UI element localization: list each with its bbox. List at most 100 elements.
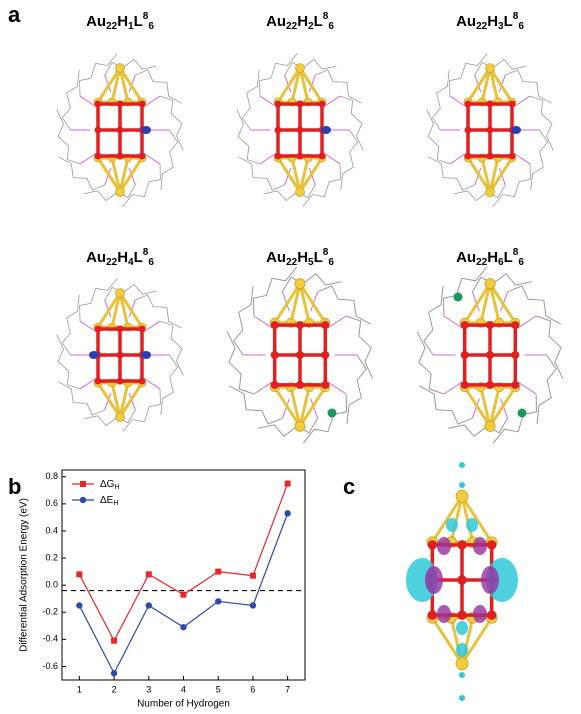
- title-part: H: [297, 13, 308, 30]
- density-lobe: [459, 672, 465, 678]
- structure-title: Au22H2L86: [266, 11, 334, 32]
- core-atom: [427, 610, 438, 620]
- structure-title: Au22H3L86: [456, 11, 524, 32]
- core-atom: [295, 350, 305, 360]
- cluster-structure: [226, 266, 374, 444]
- au-bond: [96, 67, 122, 103]
- x-tick-label: 4: [181, 684, 186, 694]
- y-tick-label: 0.2: [45, 552, 58, 562]
- ligand-bond: [500, 291, 509, 312]
- core-atom: [296, 126, 304, 134]
- core-atom: [457, 575, 467, 585]
- ligand-bond: [104, 167, 112, 186]
- y-tick-label: 0.0: [45, 580, 58, 590]
- au-bond: [479, 386, 492, 427]
- au-bond: [96, 157, 122, 193]
- structure-title: Au22H1L86: [86, 11, 154, 32]
- ligand-bond: [79, 153, 97, 165]
- title-part: 2: [308, 21, 314, 32]
- title-part: 8: [323, 247, 329, 258]
- ligand-bond: [513, 95, 531, 107]
- ligand-bond: [310, 291, 319, 312]
- ligand: [339, 95, 364, 151]
- ligand: [302, 163, 341, 207]
- ligand: [104, 58, 157, 76]
- title-part: 5: [308, 257, 314, 268]
- title-part: H: [487, 13, 498, 30]
- title-part: 6: [328, 21, 334, 32]
- h-site: [141, 351, 151, 359]
- ligand-bond: [517, 381, 537, 395]
- au-bond: [488, 282, 517, 324]
- ligand: [428, 156, 475, 191]
- h-site: [327, 408, 337, 418]
- ligand: [233, 285, 254, 356]
- structure-title: Au22H6L86: [456, 247, 524, 268]
- title-part: Au: [456, 249, 476, 266]
- title-part: 1: [128, 21, 134, 32]
- data-point: [111, 637, 118, 644]
- ligand-bond: [498, 167, 506, 186]
- data-point: [76, 602, 83, 609]
- ligand-bond: [128, 392, 136, 411]
- au-atom: [295, 63, 305, 73]
- core-atom: [94, 100, 102, 108]
- data-point: [284, 510, 291, 517]
- au-bond: [290, 67, 302, 103]
- core-atom: [138, 377, 146, 385]
- au-bond: [431, 616, 464, 665]
- ligand: [507, 285, 562, 325]
- core-atom: [427, 540, 438, 550]
- ligand-bond: [79, 95, 97, 107]
- ligand: [104, 283, 157, 301]
- title-part: 22: [106, 21, 118, 32]
- ligand: [135, 69, 182, 104]
- ligand-bond: [253, 381, 273, 395]
- title-part: L: [134, 249, 143, 266]
- au-bond: [488, 283, 501, 324]
- ligand-bond: [128, 299, 136, 318]
- panel-label: a: [8, 2, 21, 27]
- core-atom: [486, 100, 494, 108]
- title-part: 22: [286, 257, 298, 268]
- ligand-bond: [104, 74, 112, 93]
- ligand: [226, 331, 255, 395]
- title-part: L: [314, 249, 323, 266]
- ligand: [474, 58, 527, 76]
- title-part: H: [297, 249, 308, 266]
- data-point: [180, 623, 187, 631]
- title-part: Au: [86, 249, 106, 266]
- au-bond: [298, 386, 311, 427]
- title-part: 6: [498, 257, 504, 268]
- ligand-bond: [323, 153, 341, 165]
- y-tick-label: 0.4: [45, 525, 58, 535]
- density-lobe: [446, 518, 458, 532]
- ligand: [346, 354, 367, 425]
- ligand-bond: [308, 167, 316, 186]
- title-part: Au: [86, 13, 106, 30]
- ligand-bond: [281, 398, 290, 419]
- ligand-bond: [284, 167, 292, 186]
- ligand: [263, 184, 316, 202]
- ligand-bond: [143, 378, 161, 390]
- au-bond: [298, 157, 324, 193]
- core-atom: [321, 321, 330, 330]
- au-bond: [466, 157, 492, 193]
- core-atom: [138, 152, 146, 160]
- au-bond: [480, 67, 492, 103]
- core-atom: [464, 100, 472, 108]
- au-atom: [294, 420, 306, 432]
- core-atom: [485, 321, 495, 330]
- ligand-bond: [143, 153, 161, 165]
- au-bond: [463, 282, 492, 324]
- core-atom: [296, 152, 304, 160]
- density-lobe: [437, 537, 451, 555]
- cluster-structure: [56, 53, 184, 207]
- title-part: 6: [148, 21, 154, 32]
- au-bond: [298, 283, 311, 324]
- panel-label: c: [343, 474, 355, 499]
- data-point: [249, 572, 256, 579]
- au-bond: [488, 386, 517, 428]
- ligand: [56, 109, 81, 165]
- core-atom: [464, 152, 472, 160]
